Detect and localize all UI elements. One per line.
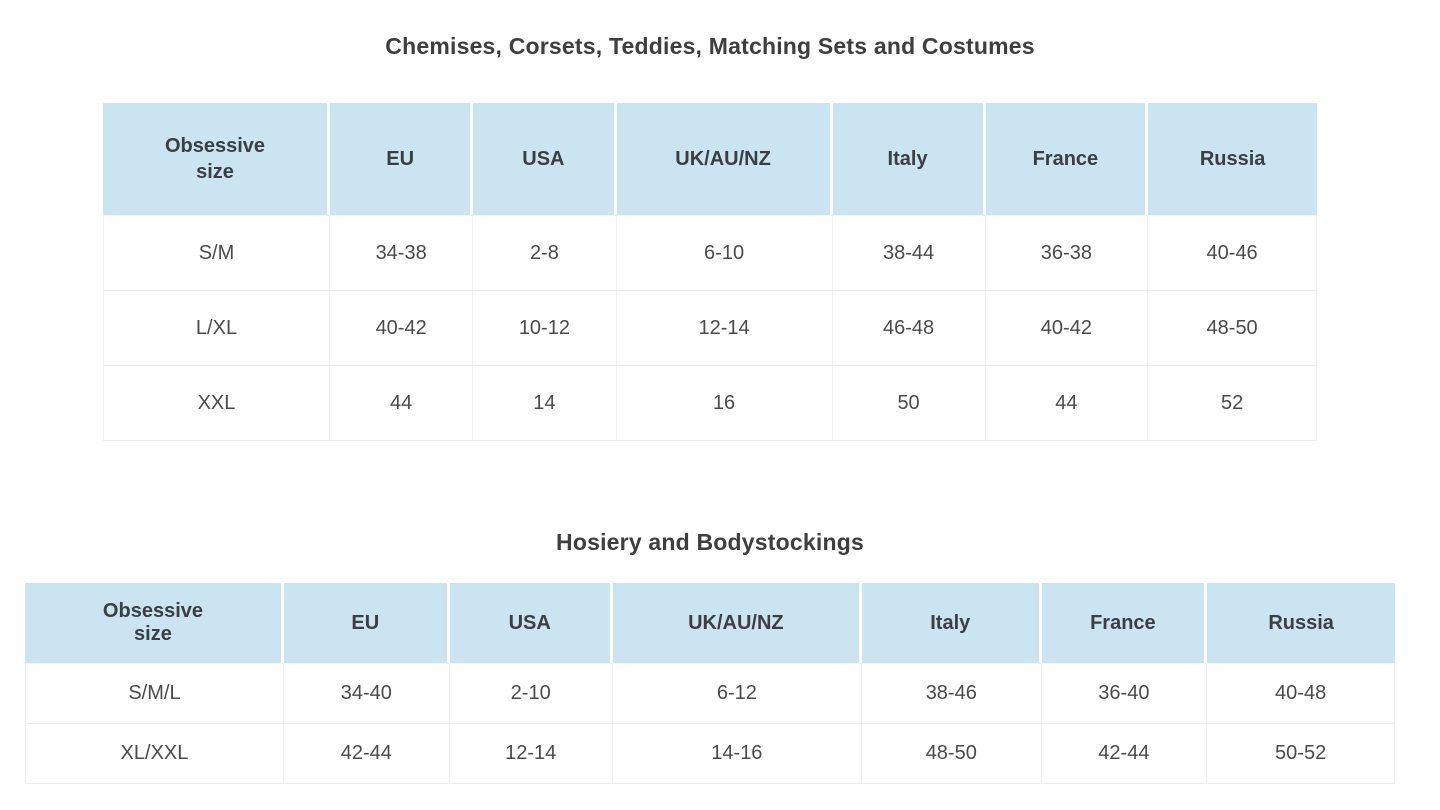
size-cell: 42-44 — [1041, 724, 1208, 784]
size-cell: 42-44 — [283, 724, 450, 784]
size-cell: 52 — [1148, 366, 1317, 441]
row-size-label: XL/XXL — [25, 724, 284, 784]
table-header: Obsessive size EU USA UK/AU/NZ Italy France Ru… — [25, 583, 1395, 663]
column-header-usa: USA — [449, 583, 613, 663]
row-size-label: L/XL — [103, 291, 331, 366]
table-row: S/M/L 34-40 2-10 6-12 38-46 36-40 40-48 — [25, 663, 1395, 724]
size-cell: 16 — [616, 366, 833, 441]
header-row: Obsessive size EU USA UK/AU/NZ Italy France Ru… — [25, 583, 1395, 663]
size-table-hosiery: Obsessive size EU USA UK/AU/NZ Italy France Ru… — [25, 583, 1395, 784]
column-header-italy: Italy — [832, 103, 986, 215]
column-header-eu: EU — [283, 583, 450, 663]
row-size-label: XXL — [103, 366, 331, 441]
size-cell: 36-38 — [985, 215, 1149, 291]
size-cell: 40-46 — [1148, 215, 1317, 291]
size-cell: 14 — [473, 366, 617, 441]
size-table-chemises: Obsessive size EU USA UK/AU/NZ Italy France Ru… — [103, 103, 1317, 441]
size-cell: 50 — [832, 366, 986, 441]
size-cell: 10-12 — [473, 291, 617, 366]
column-header-france: France — [985, 103, 1149, 215]
size-cell: 40-48 — [1207, 663, 1395, 724]
size-cell: 40-42 — [985, 291, 1149, 366]
table-title-hosiery: Hosiery and Bodystockings — [556, 529, 864, 555]
size-cell: 2-10 — [449, 663, 613, 724]
size-cell: 44 — [985, 366, 1149, 441]
table-row: S/M 34-38 2-8 6-10 38-44 36-38 40-46 — [103, 215, 1317, 291]
size-cell: 6-10 — [616, 215, 833, 291]
size-cell: 38-44 — [832, 215, 986, 291]
row-size-label: S/M/L — [25, 663, 284, 724]
column-header-russia: Russia — [1148, 103, 1317, 215]
size-cell: 46-48 — [832, 291, 986, 366]
size-cell: 44 — [330, 366, 474, 441]
column-header-italy: Italy — [862, 583, 1042, 663]
column-header-russia: Russia — [1207, 583, 1395, 663]
table-header: Obsessive size EU USA UK/AU/NZ Italy France Ru… — [103, 103, 1317, 215]
size-cell: 14-16 — [612, 724, 863, 784]
table-body: S/M 34-38 2-8 6-10 38-44 36-38 40-46 L/XL 40-42 1… — [103, 215, 1317, 441]
column-header-eu: EU — [330, 103, 474, 215]
size-cell: 50-52 — [1207, 724, 1395, 784]
column-header-uk-au-nz: UK/AU/NZ — [616, 103, 833, 215]
header-row: Obsessive size EU USA UK/AU/NZ Italy France Ru… — [103, 103, 1317, 215]
size-cell: 2-8 — [473, 215, 617, 291]
size-cell: 12-14 — [449, 724, 613, 784]
table-row: L/XL 40-42 10-12 12-14 46-48 40-42 48-50 — [103, 291, 1317, 366]
table-body: S/M/L 34-40 2-10 6-12 38-46 36-40 40-48 XL/XXL 4… — [25, 663, 1395, 784]
size-cell: 48-50 — [862, 724, 1042, 784]
column-header-obsessive-size: Obsessive size — [25, 583, 284, 663]
table-row: XXL 44 14 16 50 44 52 — [103, 366, 1317, 441]
column-header-uk-au-nz: UK/AU/NZ — [612, 583, 863, 663]
size-cell: 40-42 — [330, 291, 474, 366]
column-header-obsessive-size: Obsessive size — [103, 103, 331, 215]
row-size-label: S/M — [103, 215, 331, 291]
table-title-chemises: Chemises, Corsets, Teddies, Matching Set… — [385, 33, 1035, 59]
column-header-usa: USA — [473, 103, 617, 215]
size-cell: 6-12 — [612, 663, 863, 724]
size-cell: 48-50 — [1148, 291, 1317, 366]
table-row: XL/XXL 42-44 12-14 14-16 48-50 42-44 50-52 — [25, 724, 1395, 784]
size-cell: 38-46 — [862, 663, 1042, 724]
size-cell: 12-14 — [616, 291, 833, 366]
size-cell: 36-40 — [1041, 663, 1208, 724]
size-cell: 34-40 — [283, 663, 450, 724]
size-cell: 34-38 — [330, 215, 474, 291]
column-header-france: France — [1041, 583, 1208, 663]
